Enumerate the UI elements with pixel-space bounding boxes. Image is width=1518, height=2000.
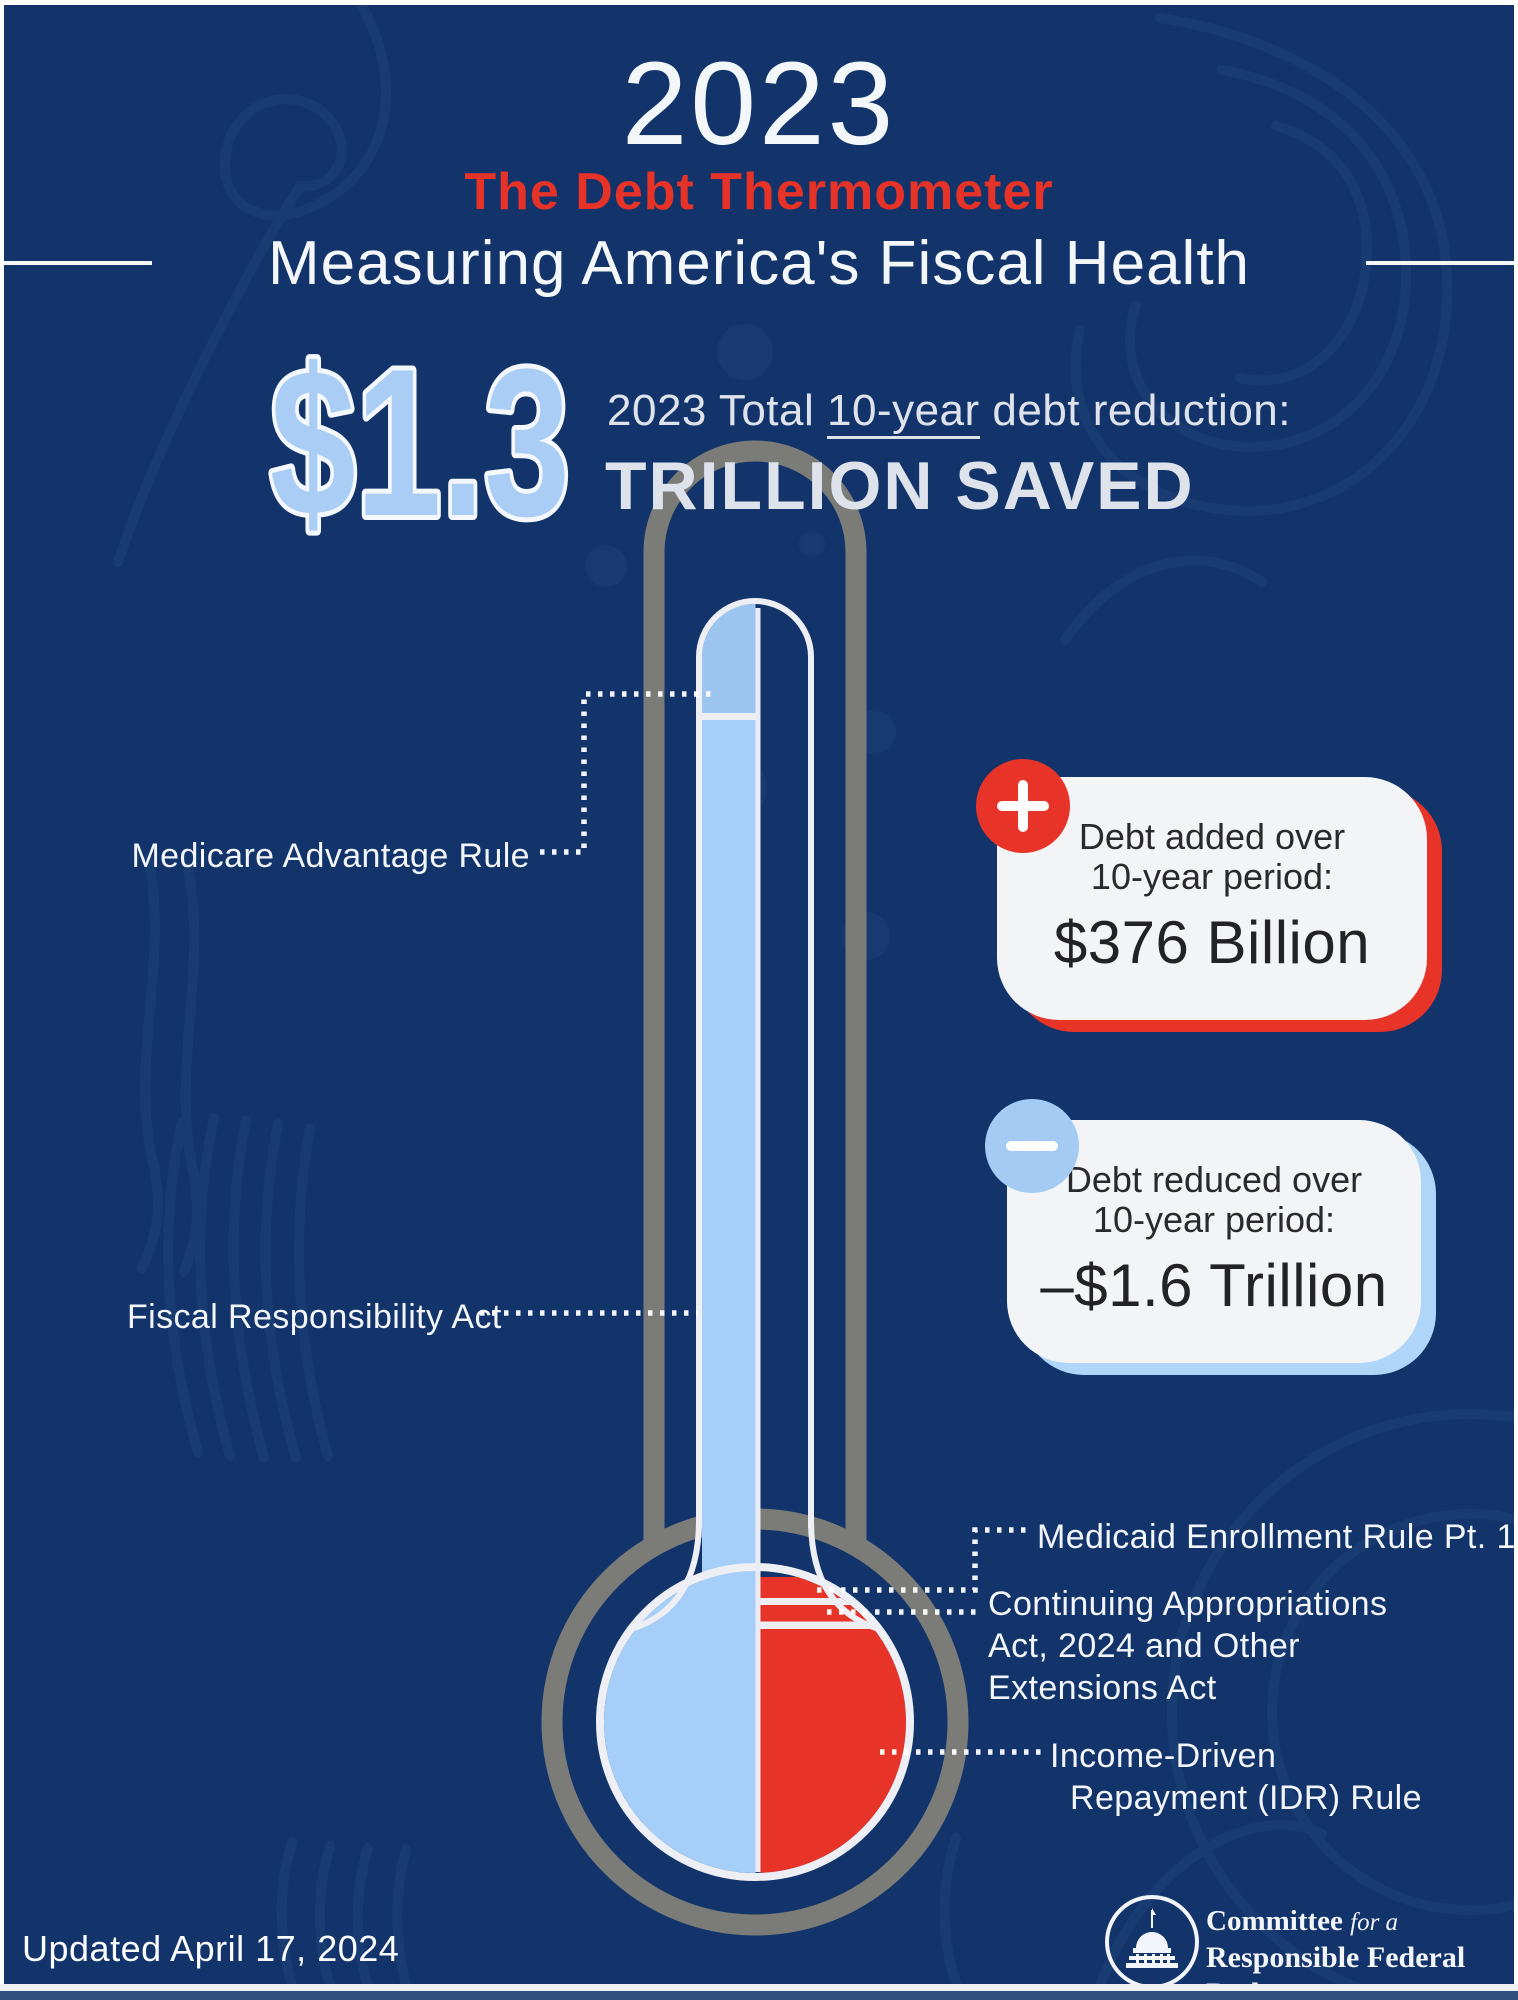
logo-for-a: for a xyxy=(1350,1909,1399,1936)
label-line: Continuing Appropriations xyxy=(988,1585,1388,1623)
plus-icon xyxy=(1018,780,1028,832)
label-line: Income-Driven xyxy=(1050,1737,1277,1775)
label-line: Extensions Act xyxy=(988,1669,1217,1707)
reduction-suffix: debt reduction: xyxy=(979,386,1291,435)
debt-added-card: Debt added over 10-year period: $376 Bil… xyxy=(997,777,1427,1020)
minus-badge xyxy=(985,1099,1079,1193)
debt-added-value: $376 Billion xyxy=(1053,909,1371,976)
liquid-blue xyxy=(604,604,756,1873)
leader-medicare xyxy=(540,691,714,855)
label-medicare-advantage-rule: Medicare Advantage Rule xyxy=(131,837,530,875)
logo-responsible: Responsible Federal Budget xyxy=(1206,1941,1466,2000)
big-value-graphic: $1.3 xyxy=(265,320,575,565)
label-fiscal-responsibility-act: Fiscal Responsibility Act xyxy=(127,1298,502,1336)
header-title: The Debt Thermometer xyxy=(464,163,1054,221)
reduction-headline-2: TRILLION SAVED xyxy=(605,448,1195,524)
debt-added-line2: 10-year period: xyxy=(1090,856,1334,897)
minus-icon xyxy=(1006,1141,1058,1151)
frame-left xyxy=(0,0,4,1992)
reduction-headline: 2023 Total 10-year debt reduction: xyxy=(607,386,1291,439)
frame-top xyxy=(0,0,1518,5)
header-subtitle: Measuring America's Fiscal Health xyxy=(267,229,1251,298)
bottom-divider-line xyxy=(0,1984,1518,1991)
header-rule-left xyxy=(0,261,152,265)
big-value: $1.3 xyxy=(270,325,570,560)
header-rule-right xyxy=(1366,261,1518,265)
debt-reduced-value: –$1.6 Trillion xyxy=(1040,1252,1388,1319)
label-line: Act, 2024 and Other xyxy=(988,1627,1300,1665)
plus-badge xyxy=(976,759,1070,853)
thermometer-glass xyxy=(596,598,914,1881)
capitol-icon xyxy=(1126,1908,1178,1968)
debt-reduced-line1: Debt reduced over xyxy=(1065,1159,1363,1200)
label-medicaid-enrollment-rule: Medicaid Enrollment Rule Pt. 1 xyxy=(1037,1518,1516,1556)
frame-right xyxy=(1514,0,1518,1992)
debt-reduced-line2: 10-year period: xyxy=(1092,1199,1336,1240)
liquid-top-divider xyxy=(696,713,758,720)
label-income-driven-repayment: Income-Driven Repayment (IDR) Rule xyxy=(1050,1735,1422,1819)
reduction-underlined: 10-year xyxy=(826,386,980,439)
updated-date: Updated April 17, 2024 xyxy=(22,1928,400,1969)
background-pattern xyxy=(113,0,1518,2000)
bottom-strip xyxy=(0,1991,1518,2000)
label-continuing-appropriations: Continuing Appropriations Act, 2024 and … xyxy=(988,1583,1387,1709)
logo-committee: Committee xyxy=(1206,1905,1351,1937)
header-year: 2023 xyxy=(621,38,897,170)
glass-center-line xyxy=(755,608,761,1872)
leader-lines xyxy=(480,691,1045,1755)
debt-added-line1: Debt added over xyxy=(1078,816,1346,857)
red-segment-divider-1 xyxy=(760,1598,853,1605)
label-line: Repayment (IDR) Rule xyxy=(1070,1779,1422,1817)
reduction-prefix: 2023 Total xyxy=(607,386,827,435)
crfb-logo xyxy=(1105,1895,1199,1989)
crfb-logo-text: Committee for a Responsible Federal Budg… xyxy=(1206,1904,1518,2000)
red-segment-divider-2 xyxy=(760,1621,876,1629)
